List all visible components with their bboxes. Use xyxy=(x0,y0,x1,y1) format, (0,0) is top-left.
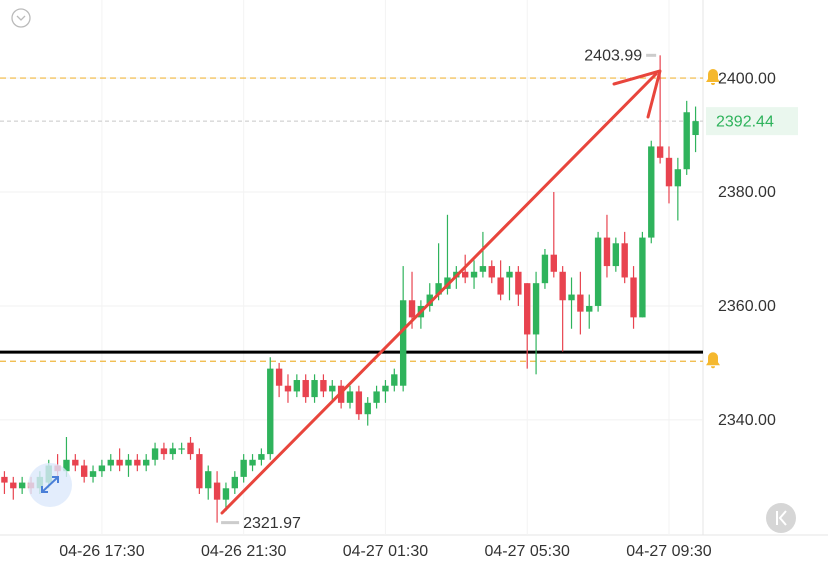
candle-body xyxy=(639,237,646,318)
candle-body xyxy=(479,266,487,272)
candle-body xyxy=(10,482,17,489)
candle-body xyxy=(293,380,301,392)
candle-body xyxy=(692,121,699,136)
candle-body xyxy=(187,442,194,455)
candle-body xyxy=(240,459,247,477)
candle-body xyxy=(1,476,8,483)
candle-body xyxy=(373,391,380,403)
candle-body xyxy=(125,459,132,466)
candle-body xyxy=(134,459,141,466)
candle-body xyxy=(364,402,371,415)
last-price-label: 2392.44 xyxy=(716,113,774,130)
candle-body xyxy=(515,271,522,295)
candle-body xyxy=(143,459,150,466)
candle-body xyxy=(550,254,557,272)
candle-body xyxy=(470,271,478,278)
y-tick-label: 2400.00 xyxy=(718,70,776,87)
candle-body xyxy=(541,254,549,284)
x-tick-label: 04-26 17:30 xyxy=(59,543,145,560)
candle-body xyxy=(116,459,123,466)
draw-tool-icon[interactable] xyxy=(28,463,72,507)
level-lines xyxy=(0,69,720,369)
y-tick-label: 2340.00 xyxy=(718,412,776,429)
candle-body xyxy=(160,448,168,455)
candle-body xyxy=(178,448,185,450)
candle-body xyxy=(559,271,566,301)
candle-body xyxy=(665,157,673,187)
candle-body xyxy=(231,476,238,489)
candle-body xyxy=(648,146,655,238)
candle-body xyxy=(568,294,575,301)
candle-body xyxy=(222,488,230,500)
candle-body xyxy=(320,380,327,392)
candle-body xyxy=(63,459,70,472)
candle-body xyxy=(213,482,221,500)
candle-body xyxy=(435,283,442,295)
candle-body xyxy=(275,368,283,386)
candle-body xyxy=(196,454,203,489)
candle-body xyxy=(205,471,212,489)
x-tick-label: 04-27 09:30 xyxy=(626,543,712,560)
candle-body xyxy=(89,471,97,477)
high-label: 2403.99 xyxy=(584,48,642,65)
x-tick-label: 04-27 05:30 xyxy=(485,543,571,560)
candle-body xyxy=(656,146,664,158)
candle-body xyxy=(506,271,513,278)
candles xyxy=(1,55,699,523)
candle-body xyxy=(612,243,620,267)
y-tick-label: 2380.00 xyxy=(718,184,776,201)
candle-body xyxy=(169,448,176,455)
candle-body xyxy=(577,294,584,312)
candle-body xyxy=(311,380,318,398)
candle-body xyxy=(524,283,531,335)
candle-body xyxy=(249,459,256,466)
candle-body xyxy=(497,277,504,295)
candle-body xyxy=(462,271,469,278)
alert-bell-icon xyxy=(706,352,720,369)
candle-body xyxy=(603,237,611,267)
candle-body xyxy=(302,380,309,398)
candle-body xyxy=(488,266,495,278)
candle-body xyxy=(98,465,106,472)
candle-body xyxy=(621,243,628,278)
candle-body xyxy=(586,305,593,312)
candle-body xyxy=(399,300,407,386)
candle-body xyxy=(426,294,433,306)
candle-body xyxy=(683,112,690,170)
candle-body xyxy=(18,482,26,489)
candle-body xyxy=(258,454,265,460)
x-tick-label: 04-26 21:30 xyxy=(201,543,287,560)
candle-body xyxy=(72,459,79,466)
candle-body xyxy=(151,448,159,460)
candle-body xyxy=(674,169,682,187)
x-tick-label: 04-27 01:30 xyxy=(343,543,429,560)
candle-body xyxy=(382,385,389,392)
candle-body xyxy=(107,459,114,466)
scroll-latest-button[interactable] xyxy=(766,503,796,533)
candle-body xyxy=(391,374,398,386)
candle-body xyxy=(284,385,292,392)
labels: 2400.00 2380.00 2360.00 2340.00 04-26 17:30 0… xyxy=(59,48,798,560)
candle-body xyxy=(80,465,88,477)
alert-bell-icon xyxy=(706,69,720,86)
candle-body xyxy=(532,283,540,335)
candle-body xyxy=(408,300,416,318)
candle-body xyxy=(329,385,336,392)
y-tick-label: 2360.00 xyxy=(718,298,776,315)
candle-body xyxy=(267,368,274,455)
candle-body xyxy=(630,277,637,318)
candle-body xyxy=(594,237,602,306)
collapse-icon[interactable] xyxy=(11,8,31,28)
last-price-box xyxy=(706,107,798,136)
candle-body xyxy=(355,391,363,415)
low-label: 2321.97 xyxy=(243,515,301,532)
candle-body xyxy=(346,391,354,403)
trend-arrow xyxy=(220,69,662,515)
grid-layer xyxy=(0,0,828,536)
